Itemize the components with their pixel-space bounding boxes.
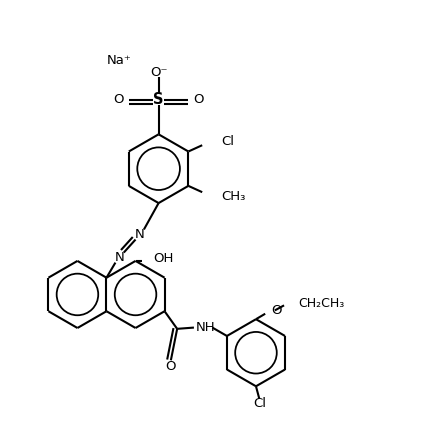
Text: N: N [115,251,124,264]
Text: OH: OH [154,252,174,265]
Text: N: N [135,228,145,241]
Text: Na⁺: Na⁺ [106,53,131,67]
Text: O: O [271,304,282,317]
Text: O⁻: O⁻ [150,66,168,79]
Text: CH₃: CH₃ [221,190,246,203]
Text: S: S [153,92,164,107]
Text: O: O [114,93,124,106]
Text: O: O [193,93,204,106]
Text: O: O [165,360,176,373]
Text: Cl: Cl [221,134,234,148]
Text: CH₂CH₃: CH₂CH₃ [299,297,345,310]
Text: NH: NH [196,321,216,334]
Text: Cl: Cl [254,397,267,410]
